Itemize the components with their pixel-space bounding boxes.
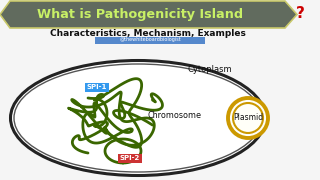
Circle shape	[228, 98, 268, 138]
FancyBboxPatch shape	[118, 154, 142, 163]
Text: SPI-1: SPI-1	[87, 84, 107, 90]
Text: SPI-2: SPI-2	[120, 155, 140, 161]
Text: @thewhiteboardbiologist: @thewhiteboardbiologist	[119, 37, 181, 42]
Text: ?: ?	[296, 6, 304, 21]
Text: What is Pathogenicity Island: What is Pathogenicity Island	[37, 8, 243, 21]
FancyBboxPatch shape	[85, 82, 109, 91]
Polygon shape	[0, 1, 297, 28]
Text: Cytoplasm: Cytoplasm	[188, 66, 232, 75]
Ellipse shape	[11, 60, 266, 176]
Text: Chromosome: Chromosome	[148, 111, 202, 120]
FancyBboxPatch shape	[95, 37, 205, 44]
Text: Characteristics, Mechanism, Examples: Characteristics, Mechanism, Examples	[50, 28, 246, 37]
Text: Plasmid: Plasmid	[233, 114, 263, 123]
